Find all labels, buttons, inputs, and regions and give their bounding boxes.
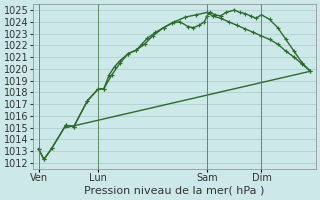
X-axis label: Pression niveau de la mer( hPa ): Pression niveau de la mer( hPa ): [84, 186, 265, 196]
